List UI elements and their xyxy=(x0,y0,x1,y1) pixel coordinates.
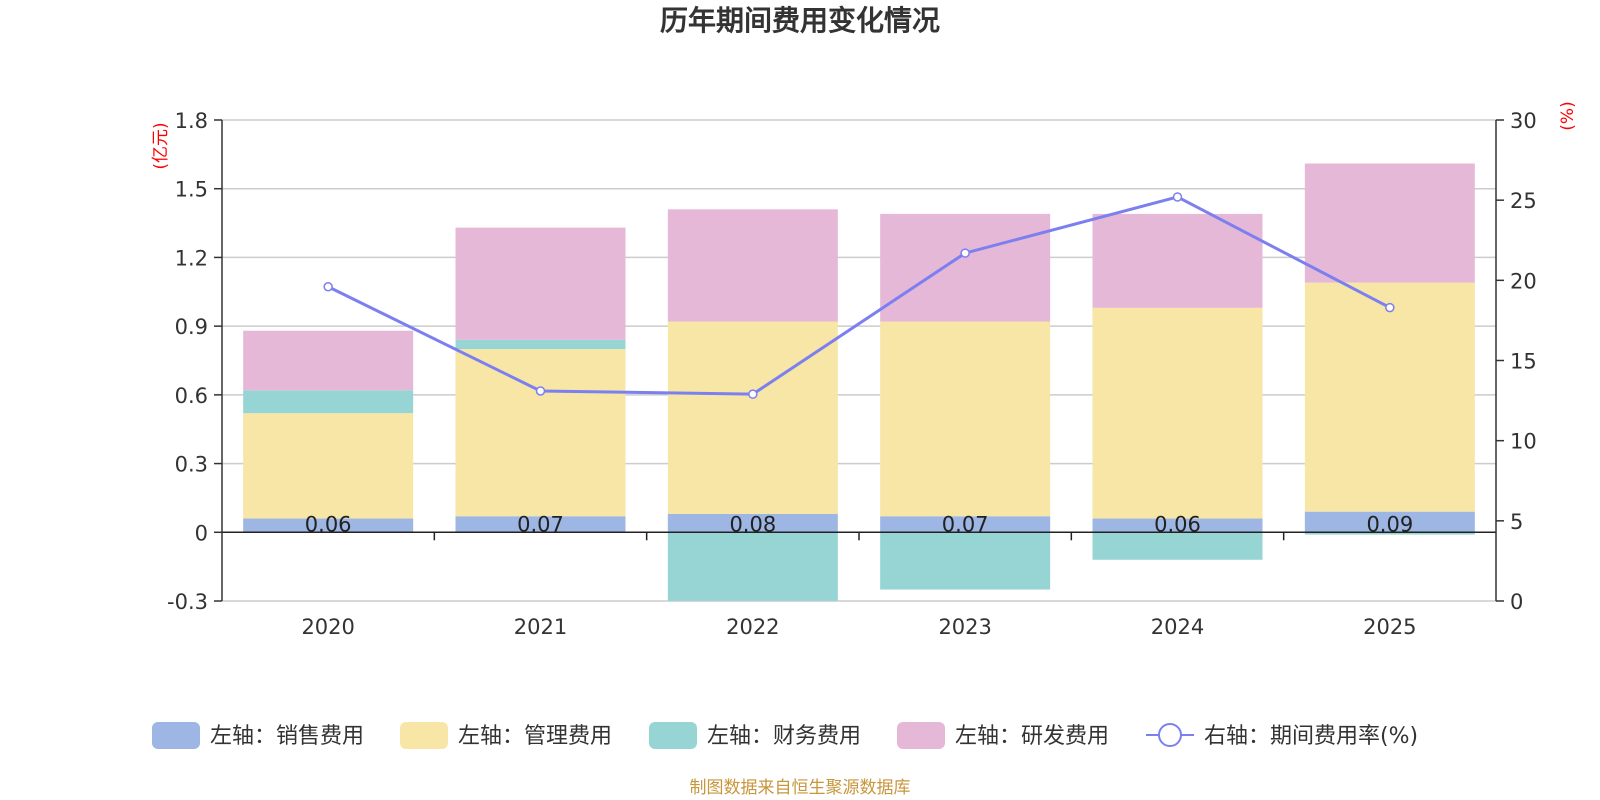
x-tick-label: 2021 xyxy=(514,615,567,639)
x-tick-label: 2020 xyxy=(301,615,354,639)
bar-segment xyxy=(455,339,626,350)
bar-segment xyxy=(1092,532,1263,560)
right-tick-label: 10 xyxy=(1510,430,1537,454)
legend-label: 左轴：销售费用 xyxy=(210,724,364,749)
bars xyxy=(243,163,1475,601)
legend-swatch xyxy=(897,722,945,749)
bar-segment xyxy=(1304,511,1475,533)
left-tick-label: -0.3 xyxy=(167,590,208,614)
bar-segment xyxy=(880,532,1051,590)
bar-segment xyxy=(1304,163,1475,283)
sales-data-label: 0.06 xyxy=(1154,512,1201,536)
bar-segment xyxy=(880,321,1051,517)
bar-segment xyxy=(243,413,414,519)
rate-point xyxy=(1385,302,1395,313)
x-tick-label: 2024 xyxy=(1151,615,1204,639)
bar-segment xyxy=(243,390,414,414)
legend-swatch xyxy=(400,722,448,749)
right-tick-label: 0 xyxy=(1510,590,1523,614)
legend-label: 左轴：研发费用 xyxy=(955,724,1109,749)
chart-title: 历年期间费用变化情况 xyxy=(660,4,940,37)
legend-label: 左轴：财务费用 xyxy=(707,724,861,749)
bar-segment xyxy=(455,516,626,533)
bar-segment xyxy=(1092,213,1263,308)
left-tick-label: 0 xyxy=(195,521,208,545)
bar-segment xyxy=(1092,518,1263,533)
bar-segment xyxy=(243,330,414,391)
bar-segment xyxy=(455,349,626,517)
left-tick-label: 0.6 xyxy=(175,384,208,408)
left-tick-label: 1.2 xyxy=(175,246,208,270)
legend-label: 右轴：期间费用率(%) xyxy=(1204,724,1418,749)
rate-line xyxy=(323,192,1395,399)
bar-segment xyxy=(667,532,838,601)
source-note: 制图数据来自恒生聚源数据库 xyxy=(690,778,911,798)
right-axis-unit: (%) xyxy=(1558,101,1578,130)
rate-point xyxy=(748,389,758,399)
left-tick-label: 0.9 xyxy=(175,315,208,339)
bar-segment xyxy=(667,513,838,533)
bar-segment xyxy=(243,518,414,533)
rate-point xyxy=(960,248,970,258)
x-tick-label: 2022 xyxy=(726,615,779,639)
sales-data-label: 0.08 xyxy=(729,512,776,536)
rate-point xyxy=(535,386,546,396)
legend-label: 左轴：管理费用 xyxy=(458,724,612,749)
sales-data-label: 0.06 xyxy=(305,512,352,536)
left-axis-ticks: 1.8 1.5 1.2 0.9 0.6 0.3 0 -0.3 xyxy=(167,109,222,614)
bar-segment xyxy=(880,213,1051,322)
bar-segment xyxy=(1092,307,1263,519)
rate-line-path xyxy=(327,195,1391,396)
sales-data-label: 0.07 xyxy=(942,512,989,536)
legend: 左轴：销售费用 左轴：管理费用 左轴：财务费用 左轴：研发费用 右轴：期间费用率(%) xyxy=(152,722,1418,749)
sales-data-label: 0.07 xyxy=(517,512,564,536)
rate-point xyxy=(323,281,333,292)
bar-segment xyxy=(455,227,626,340)
sales-data-label: 0.09 xyxy=(1366,512,1413,536)
right-tick-label: 20 xyxy=(1510,269,1537,293)
grid-lines xyxy=(222,119,1496,602)
right-tick-label: 30 xyxy=(1510,109,1537,133)
bar-segment xyxy=(1304,532,1475,535)
x-axis-ticks: 2020 2021 2022 2023 2024 2025 xyxy=(301,615,1416,639)
data-labels: 0.06 0.07 0.08 0.07 0.06 0.09 xyxy=(305,512,1413,536)
rate-point xyxy=(1172,192,1183,202)
legend-marker xyxy=(1158,723,1182,747)
bar-segment xyxy=(1304,282,1475,512)
left-tick-label: 1.5 xyxy=(175,178,208,202)
right-tick-label: 25 xyxy=(1510,189,1537,213)
right-tick-label: 5 xyxy=(1510,510,1523,534)
x-tick-label: 2025 xyxy=(1363,615,1416,639)
right-axis-ticks: 30 25 20 15 10 5 0 xyxy=(1496,109,1537,614)
left-tick-label: 0.3 xyxy=(175,453,208,477)
legend-swatch xyxy=(649,722,697,749)
right-tick-label: 15 xyxy=(1510,350,1537,374)
left-tick-label: 1.8 xyxy=(175,109,208,133)
x-tick-label: 2023 xyxy=(938,615,991,639)
bar-segment xyxy=(667,321,838,514)
left-axis-unit: (亿元) xyxy=(151,122,171,169)
legend-swatch xyxy=(152,722,200,749)
bar-segment xyxy=(880,516,1051,533)
bar-segment xyxy=(667,209,838,322)
